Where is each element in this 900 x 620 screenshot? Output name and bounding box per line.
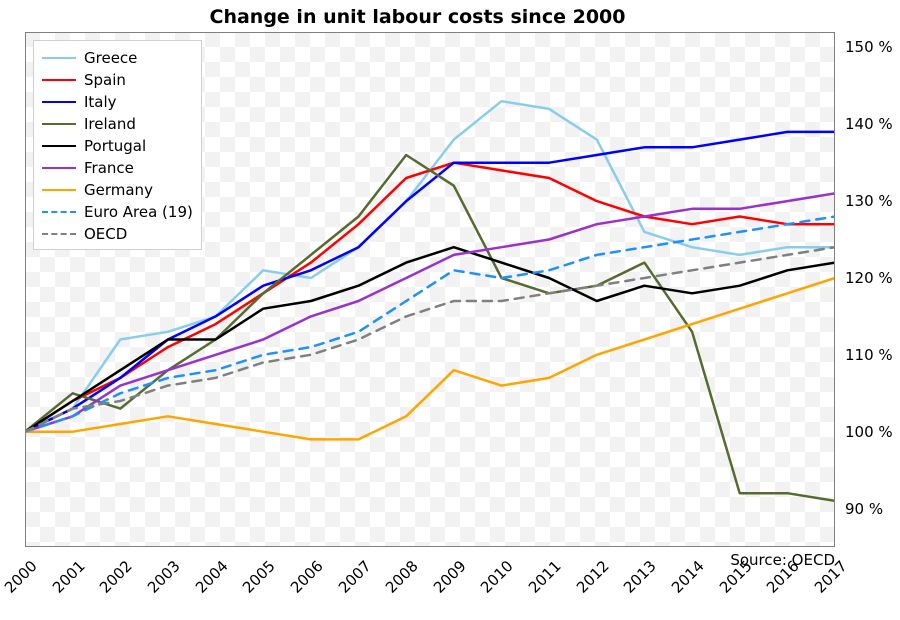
- x-tick-label: 2011: [510, 557, 565, 612]
- legend-swatch: [42, 123, 76, 125]
- x-tick-label: 2004: [176, 557, 231, 612]
- x-tick-label: 2010: [462, 557, 517, 612]
- legend-label: Portugal: [84, 137, 146, 155]
- chart-container: Change in unit labour costs since 2000 9…: [0, 0, 900, 620]
- y-tick-label: 110 %: [845, 346, 893, 364]
- x-tick-label: 2006: [271, 557, 326, 612]
- y-tick-label: 140 %: [845, 115, 893, 133]
- source-label: Source: OECD: [715, 551, 835, 569]
- legend-item: Spain: [42, 69, 193, 91]
- legend-label: Italy: [84, 93, 117, 111]
- legend-swatch: [42, 167, 76, 169]
- x-tick-label: 2014: [653, 557, 708, 612]
- legend: Greece Spain Italy Ireland Portugal France Ger…: [33, 40, 202, 250]
- legend-item: Portugal: [42, 135, 193, 157]
- legend-item: Euro Area (19): [42, 201, 193, 223]
- x-tick-label: 2013: [605, 557, 660, 612]
- legend-item: OECD: [42, 223, 193, 245]
- x-tick-label: 2001: [33, 557, 88, 612]
- legend-label: France: [84, 159, 134, 177]
- legend-swatch: [42, 233, 76, 235]
- legend-swatch: [42, 57, 76, 59]
- x-tick-label: 2002: [81, 557, 136, 612]
- x-tick-label: 2000: [0, 557, 41, 612]
- y-tick-label: 130 %: [845, 192, 893, 210]
- x-tick-label: 2012: [557, 557, 612, 612]
- legend-swatch: [42, 145, 76, 147]
- legend-item: Ireland: [42, 113, 193, 135]
- y-tick-label: 150 %: [845, 38, 893, 56]
- legend-swatch: [42, 189, 76, 191]
- x-tick-label: 2008: [367, 557, 422, 612]
- legend-label: Germany: [84, 181, 153, 199]
- y-tick-label: 120 %: [845, 269, 893, 287]
- legend-swatch: [42, 211, 76, 213]
- chart-title: Change in unit labour costs since 2000: [0, 6, 835, 28]
- legend-swatch: [42, 101, 76, 103]
- y-tick-label: 90 %: [845, 500, 883, 518]
- legend-item: France: [42, 157, 193, 179]
- legend-label: Greece: [84, 49, 137, 67]
- x-tick-label: 2003: [129, 557, 184, 612]
- x-tick-label: 2007: [319, 557, 374, 612]
- legend-label: Ireland: [84, 115, 136, 133]
- legend-label: OECD: [84, 225, 127, 243]
- legend-item: Greece: [42, 47, 193, 69]
- legend-item: Italy: [42, 91, 193, 113]
- legend-label: Spain: [84, 71, 126, 89]
- legend-swatch: [42, 79, 76, 81]
- y-tick-label: 100 %: [845, 423, 893, 441]
- legend-item: Germany: [42, 179, 193, 201]
- x-tick-label: 2005: [224, 557, 279, 612]
- legend-label: Euro Area (19): [84, 203, 193, 221]
- x-tick-label: 2009: [414, 557, 469, 612]
